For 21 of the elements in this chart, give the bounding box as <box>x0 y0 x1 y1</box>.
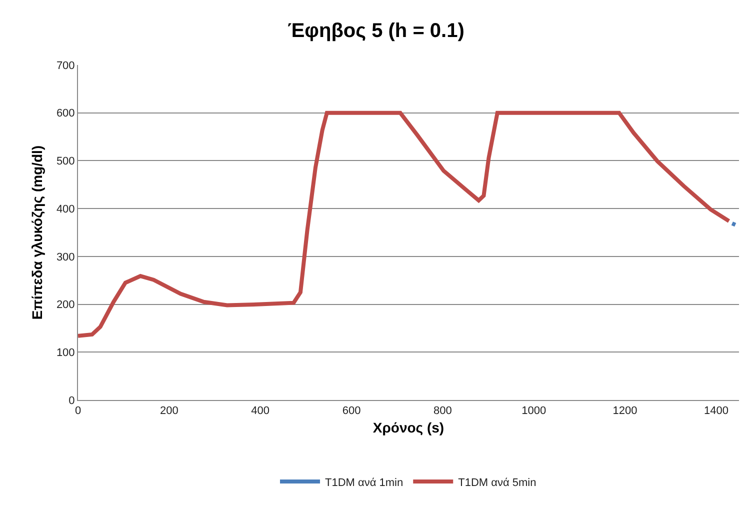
y-axis-title: Επίπεδα γλυκόζης (mg/dl) <box>29 145 46 320</box>
x-tick-label: 600 <box>342 405 361 418</box>
y-tick-label: 600 <box>56 108 75 120</box>
legend-label: T1DM ανά 1min <box>325 476 404 489</box>
y-tick-label: 300 <box>56 251 75 264</box>
x-tick-label: 200 <box>160 405 178 418</box>
x-tick-label: 400 <box>251 405 270 418</box>
y-tick-label: 500 <box>56 156 75 168</box>
x-tick-label: 1200 <box>612 405 638 418</box>
x-tick-label: 1000 <box>522 405 546 418</box>
y-tick-label: 400 <box>56 203 75 216</box>
x-tick-label: 800 <box>434 405 452 418</box>
y-tick-label: 100 <box>56 346 75 359</box>
y-tick-label: 0 <box>68 394 75 407</box>
legend-label: T1DM ανά 5min <box>458 476 536 489</box>
chart-title: Έφηβος 5 (h = 0.1) <box>288 20 464 42</box>
line-series <box>78 110 731 338</box>
y-tick-label: 700 <box>56 60 75 72</box>
x-axis-title: Χρόνος (s) <box>372 420 444 436</box>
x-tick-label: 1400 <box>704 405 728 418</box>
y-tick-label: 200 <box>56 299 75 312</box>
